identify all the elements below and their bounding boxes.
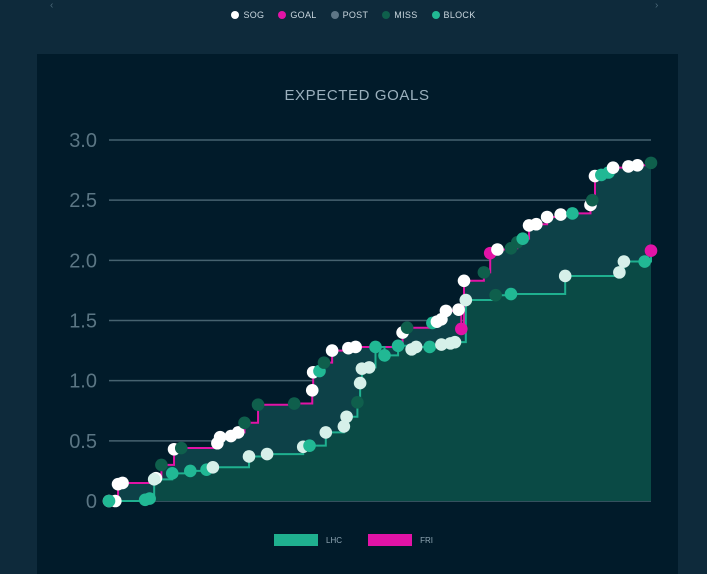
- block-dot-icon: [431, 11, 440, 19]
- shot-point-block: [566, 207, 579, 220]
- legend-label: POST: [342, 10, 369, 20]
- shot-point-sog: [231, 426, 245, 439]
- team-label: LHC: [326, 535, 343, 545]
- y-tick-label: 0.5: [69, 431, 97, 453]
- shot-type-legend: SOG GOAL POST MISS BLOCK: [0, 10, 707, 20]
- shot-point-sog: [558, 269, 572, 283]
- y-tick-label: 1.5: [69, 311, 97, 333]
- miss-dot-icon: [382, 11, 391, 19]
- shot-point-sog: [617, 255, 631, 268]
- shot-point-sog: [340, 410, 353, 424]
- team-legend-item-fri[interactable]: FRI: [368, 534, 433, 546]
- shot-point-miss: [400, 321, 414, 335]
- shot-point-block: [369, 340, 382, 354]
- shot-point-miss: [644, 156, 658, 170]
- post-dot-icon: [330, 11, 339, 19]
- shot-point-sog: [448, 335, 462, 349]
- shot-point-block: [102, 494, 116, 508]
- shot-point-sog: [529, 217, 543, 231]
- legend-label: BLOCK: [443, 10, 476, 20]
- shot-point-block: [165, 467, 179, 480]
- legend-item-sog[interactable]: SOG: [231, 10, 264, 20]
- shot-point-sog: [260, 447, 274, 461]
- shot-point-sog: [606, 161, 620, 174]
- y-tick-label: 1.0: [69, 371, 97, 393]
- shot-point-sog: [459, 293, 473, 307]
- shot-point-miss: [251, 398, 265, 412]
- team-label: FRI: [420, 535, 433, 545]
- shot-point-sog: [631, 158, 644, 172]
- legend-label: MISS: [394, 10, 418, 20]
- shot-point-miss: [155, 458, 168, 472]
- area-lhc: [109, 250, 651, 501]
- shot-point-sog: [452, 303, 465, 316]
- shot-point-miss: [585, 193, 599, 207]
- shot-point-block: [378, 349, 391, 362]
- edge-mark-left: ‹: [50, 0, 54, 11]
- shot-point-miss: [287, 397, 301, 410]
- shot-point-sog: [147, 473, 161, 486]
- goal-dot-icon: [278, 11, 287, 19]
- team-swatch-icon: [274, 534, 319, 546]
- shot-point-sog: [439, 304, 453, 318]
- shot-point-block: [504, 287, 518, 301]
- shot-point-sog: [362, 361, 376, 374]
- shot-point-block: [184, 464, 197, 478]
- shot-point-miss: [477, 266, 491, 279]
- shot-point-miss: [489, 288, 502, 302]
- shot-point-block: [423, 340, 436, 354]
- shot-point-sog: [305, 383, 319, 397]
- expected-goals-chart: EXPECTED GOALS 0 0.5 1.0 1.5 2.0 2.5 3.0: [69, 87, 658, 513]
- shot-point-sog: [319, 426, 333, 439]
- shot-point-sog: [409, 340, 423, 354]
- team-legend-item-lhc[interactable]: LHC: [274, 534, 342, 546]
- y-tick-label: 3.0: [69, 130, 97, 152]
- shot-point-sog: [540, 210, 554, 224]
- y-tick-label: 2.0: [69, 250, 97, 272]
- y-tick-label: 0: [86, 491, 97, 513]
- shot-point-goal: [455, 322, 468, 336]
- team-swatch-icon: [368, 534, 413, 546]
- y-tick-label: 2.5: [69, 190, 97, 212]
- shot-point-block: [303, 439, 316, 452]
- shot-point-sog: [206, 461, 220, 474]
- shot-point-sog: [457, 274, 471, 288]
- shot-point-miss: [174, 441, 188, 455]
- shot-point-sog: [116, 476, 129, 490]
- legend-item-block[interactable]: BLOCK: [431, 10, 476, 20]
- shot-point-sog: [349, 340, 362, 354]
- chart-title: EXPECTED GOALS: [284, 87, 429, 104]
- shot-point-miss: [238, 416, 251, 430]
- shot-point-sog: [554, 208, 567, 221]
- legend-item-post[interactable]: POST: [330, 10, 369, 20]
- shot-point-miss: [351, 396, 364, 409]
- shot-point-sog: [353, 376, 367, 390]
- shot-point-block: [516, 232, 530, 245]
- shot-point-sog: [325, 344, 339, 357]
- shot-point-sog: [242, 450, 256, 463]
- legend-item-goal[interactable]: GOAL: [278, 10, 316, 20]
- shot-point-sog: [491, 243, 504, 256]
- chart-panel: EXPECTED GOALS 0 0.5 1.0 1.5 2.0 2.5 3.0: [37, 54, 678, 574]
- shot-point-block: [143, 492, 156, 505]
- legend-label: GOAL: [290, 10, 317, 20]
- shot-point-block: [391, 339, 405, 353]
- legend-label: SOG: [243, 10, 265, 20]
- shot-point-sog: [213, 430, 227, 444]
- shot-point-miss: [317, 356, 331, 369]
- edge-mark-right: ›: [655, 0, 659, 11]
- shot-point-goal: [644, 244, 658, 258]
- shot-point-block: [638, 255, 651, 268]
- sog-dot-icon: [231, 11, 240, 19]
- shot-point-sog: [337, 420, 351, 433]
- shot-point-sog: [613, 266, 626, 279]
- team-legend: LHC FRI: [0, 534, 707, 546]
- legend-item-miss[interactable]: MISS: [382, 10, 417, 20]
